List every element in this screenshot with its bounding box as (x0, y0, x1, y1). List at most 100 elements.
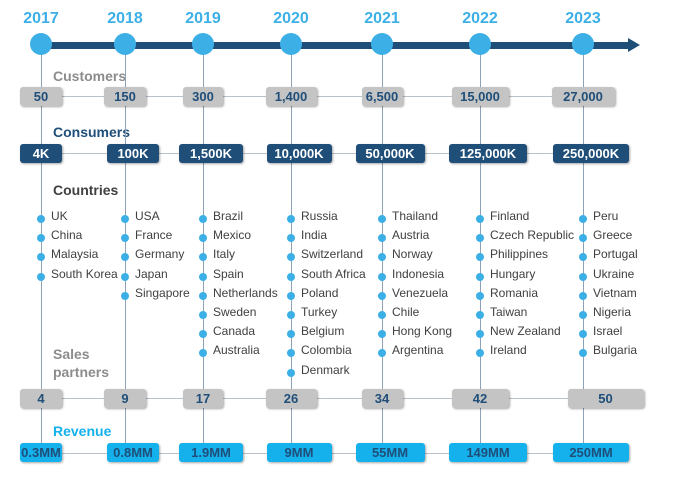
country-bullet-icon (287, 253, 295, 262)
year-line (125, 50, 126, 455)
country-bullet-icon (199, 272, 207, 281)
country-bullet-icon (37, 234, 45, 243)
sales-partners-value: 4 (20, 389, 62, 408)
country-item: Canada (213, 324, 256, 339)
country-item: Brazil (213, 209, 244, 223)
country-item: Venezuela (392, 285, 449, 300)
country-item: South Africa (301, 266, 366, 281)
consumers-label: Consumers (53, 124, 131, 140)
country-item: Romania (490, 285, 539, 300)
country-item: Switzerland (301, 247, 364, 262)
country-bullet-icon (579, 215, 587, 223)
country-item: Thailand (392, 209, 439, 223)
year-node (572, 33, 594, 55)
country-bullet-icon (476, 253, 484, 262)
revenue-value: 250MM (553, 443, 629, 462)
year-node (280, 33, 302, 55)
country-bullet-icon (579, 330, 587, 339)
year-line (291, 50, 292, 455)
country-bullet-icon (579, 234, 587, 243)
country-bullet-icon (378, 215, 386, 223)
country-bullet-icon (121, 272, 129, 281)
year-node (469, 33, 491, 55)
consumers-value: 125,000K (449, 144, 527, 163)
year-node (371, 33, 393, 55)
country-item: Mexico (213, 228, 252, 243)
country-item: South Korea (51, 266, 118, 281)
country-item: Germany (135, 247, 185, 262)
country-bullet-icon (378, 349, 386, 358)
country-bullet-icon (287, 215, 295, 223)
country-item: Norway (392, 247, 433, 262)
customers-value: 300 (183, 87, 223, 106)
arrow-head-icon (628, 38, 640, 52)
year-node (30, 33, 52, 55)
country-item: Ukraine (593, 266, 635, 281)
revenue-value: 0.8MM (107, 443, 159, 462)
sales-partners-value: 26 (265, 389, 317, 408)
country-item: Belgium (301, 324, 345, 339)
year-line (41, 50, 42, 455)
country-item: USA (135, 209, 160, 223)
country-bullet-icon (579, 311, 587, 319)
year-label: 2017 (23, 10, 59, 27)
country-item: Australia (213, 343, 260, 358)
country-bullet-icon (121, 253, 129, 262)
sales-connector (40, 398, 600, 399)
year-line (480, 50, 481, 455)
revenue-value: 9MM (266, 443, 332, 462)
country-bullet-icon (287, 272, 295, 281)
country-item: Czech Republic (490, 228, 575, 243)
country-item: Nigeria (593, 305, 632, 319)
revenue-value: 55MM (355, 443, 425, 462)
country-item: Portugal (593, 247, 638, 262)
country-bullet-icon (476, 330, 484, 339)
year-label: 2018 (107, 10, 143, 27)
country-item: Turkey (301, 305, 338, 319)
revenue-label: Revenue (53, 423, 112, 439)
customers-value: 150 (104, 87, 146, 106)
country-item: Argentina (392, 343, 444, 358)
year-label: 2023 (565, 10, 601, 27)
country-bullet-icon (579, 349, 587, 358)
country-item: Japan (135, 266, 168, 281)
country-item: Bulgaria (593, 343, 638, 358)
country-bullet-icon (287, 234, 295, 243)
country-bullet-icon (378, 234, 386, 243)
country-bullet-icon (287, 368, 295, 377)
year-line (583, 50, 584, 455)
country-item: Finland (490, 209, 530, 223)
country-bullet-icon (476, 311, 484, 319)
year-label: 2022 (462, 10, 498, 27)
customers-connector (40, 96, 600, 97)
customers-value: 1,400 (265, 87, 317, 106)
country-item: Sweden (213, 305, 257, 319)
country-bullet-icon (199, 253, 207, 262)
country-bullet-icon (199, 291, 207, 300)
country-item: Philippines (490, 247, 549, 262)
country-item: China (51, 228, 83, 243)
year-line (382, 50, 383, 455)
country-bullet-icon (121, 234, 129, 243)
country-item: Peru (593, 209, 619, 223)
country-bullet-icon (37, 215, 45, 223)
country-item: Italy (213, 247, 236, 262)
country-item: France (135, 228, 173, 243)
country-bullet-icon (476, 215, 484, 223)
country-bullet-icon (199, 349, 207, 358)
customers-label: Customers (53, 68, 127, 84)
country-item: Russia (301, 209, 338, 223)
country-item: Denmark (301, 362, 350, 377)
country-item: Malaysia (51, 247, 99, 262)
sales-partners-value: 50 (567, 389, 644, 408)
sales-partners-value: 17 (183, 389, 223, 408)
year-node (192, 33, 214, 55)
country-item: India (301, 228, 328, 243)
timeline-axis (40, 42, 630, 49)
country-bullet-icon (378, 291, 386, 300)
country-item: Vietnam (593, 285, 637, 300)
revenue-value: 1.9MM (179, 443, 243, 462)
country-item: Greece (593, 228, 633, 243)
year-label: 2021 (364, 10, 400, 27)
